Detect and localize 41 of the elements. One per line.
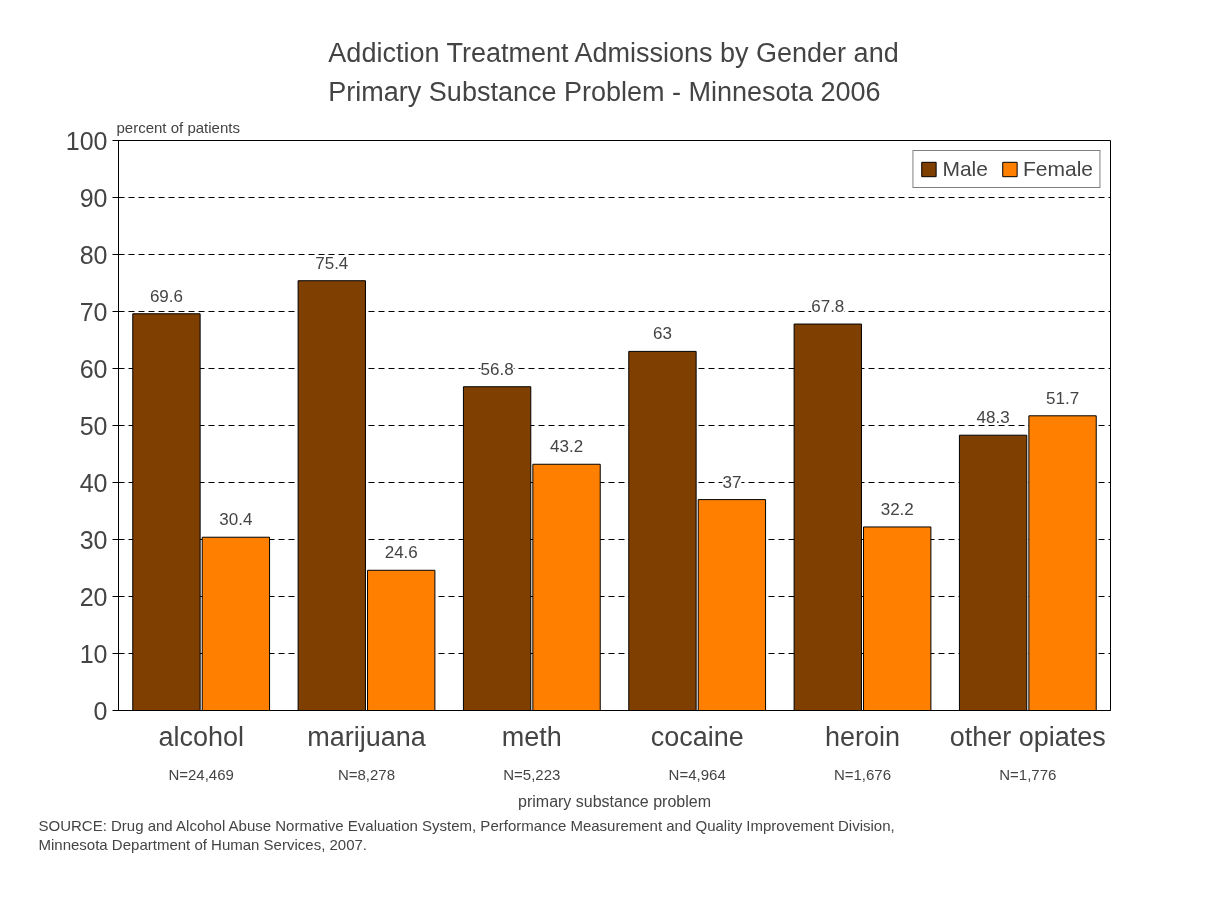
y-tick-label: 90	[79, 183, 108, 212]
data-label: 24.6	[384, 543, 418, 563]
data-label: 56.8	[480, 359, 514, 379]
text: N=4,964	[668, 765, 726, 783]
data-label: 37	[722, 472, 742, 492]
y-tick-label: 40	[79, 468, 108, 497]
text: N=5,223	[503, 765, 561, 783]
data-label: 51.7	[1046, 388, 1080, 408]
y-tick-label: 60	[79, 354, 108, 383]
legend-label: Female	[1022, 157, 1093, 181]
data-label: 69.6	[149, 286, 183, 306]
legend-label: Male	[942, 157, 988, 181]
data-label: 43.2	[550, 437, 584, 457]
x-tick-label: alcohol	[158, 721, 244, 752]
y-tick-label: 70	[79, 297, 108, 326]
data-label: 75.4	[315, 253, 349, 273]
y-tick-label: 0	[93, 696, 108, 725]
text: N=1,776	[999, 765, 1057, 783]
data-label: 63	[652, 324, 672, 344]
y-tick-label: 10	[79, 639, 108, 668]
y-tick-label: 30	[79, 525, 108, 554]
y-tick-label: 20	[79, 582, 108, 611]
x-tick-label: marijuana	[307, 721, 427, 752]
y-tick-label: 100	[65, 126, 108, 155]
data-label: 67.8	[811, 297, 845, 317]
x-tick-label: cocaine	[650, 721, 744, 752]
y-tick-label: 80	[79, 240, 108, 269]
chart-title: Addiction Treatment Admissions by Gender and Primary Substance Problem - Minnesota 2006	[328, 37, 899, 107]
x-tick-label: meth	[501, 721, 562, 752]
data-label: 32.2	[880, 499, 914, 519]
text: N=1,676	[833, 765, 892, 783]
text: N=8,278	[337, 765, 396, 783]
y-tick-label: 50	[79, 411, 108, 440]
data-label: 30.4	[219, 510, 253, 530]
source-note: SOURCE: Drug and Alcohol Abuse Normative Evaluation System, Performance Measurement and Quality Improvement Division, Minnesota Department of Human Services, 2007.	[38, 816, 895, 853]
text: N=24,469	[168, 765, 234, 783]
x-axis-title: primary substance problem	[518, 792, 711, 810]
data-label: 48.3	[976, 408, 1010, 428]
y-axis-title: percent of patients	[116, 118, 240, 136]
x-tick-label: other opiates	[949, 721, 1106, 752]
x-tick-label: heroin	[824, 721, 901, 752]
